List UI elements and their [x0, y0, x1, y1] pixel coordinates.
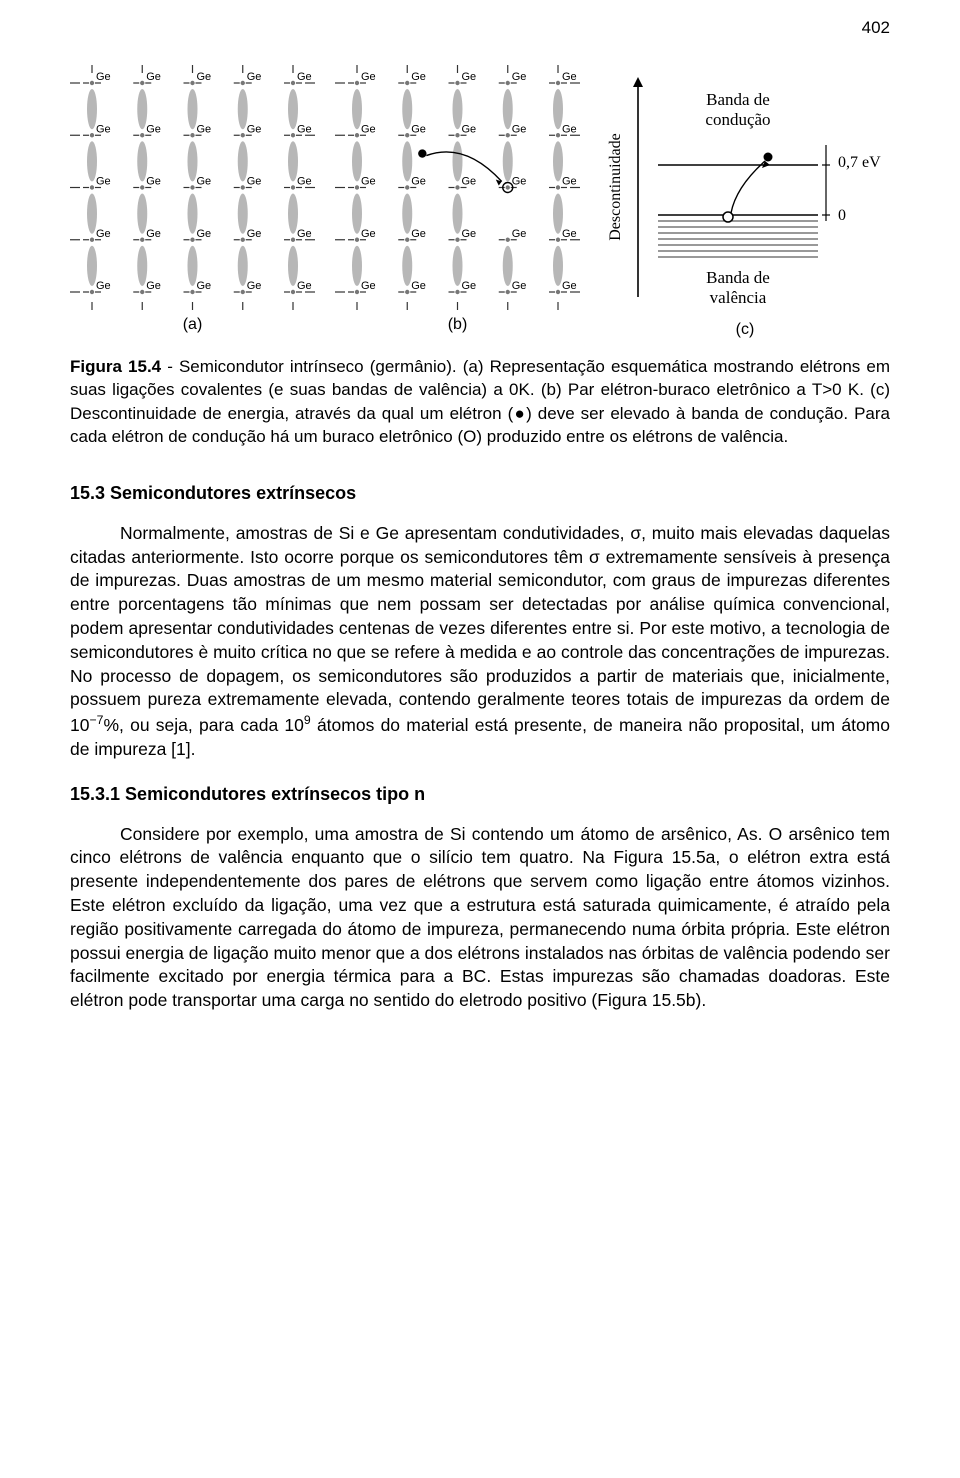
svg-text:Ge: Ge [411, 71, 426, 83]
panel-a-label: (a) [70, 316, 315, 334]
panel-c-label: (c) [600, 321, 890, 339]
svg-text:Ge: Ge [96, 280, 111, 292]
svg-text:Ge: Ge [462, 71, 477, 83]
svg-text:Ge: Ge [562, 228, 577, 240]
svg-text:Ge: Ge [96, 228, 111, 240]
svg-text:Ge: Ge [146, 123, 161, 135]
svg-text:0: 0 [838, 207, 846, 224]
svg-text:Banda de: Banda de [706, 90, 770, 109]
svg-text:Ge: Ge [247, 71, 262, 83]
svg-text:Ge: Ge [411, 228, 426, 240]
svg-text:0,7 eV: 0,7 eV [838, 154, 881, 171]
panel-b-label: (b) [335, 316, 580, 334]
svg-text:Ge: Ge [411, 176, 426, 188]
svg-text:Ge: Ge [146, 71, 161, 83]
svg-text:Ge: Ge [512, 176, 527, 188]
figure-panel-c: DescontinuidadeBanda deconduçãoBanda dev… [600, 65, 890, 339]
svg-text:Ge: Ge [462, 280, 477, 292]
svg-text:Ge: Ge [297, 228, 312, 240]
svg-text:Ge: Ge [411, 123, 426, 135]
svg-text:Banda de: Banda de [706, 268, 770, 287]
paragraph-1: Normalmente, amostras de Si e Ge apresen… [70, 522, 890, 762]
svg-text:Ge: Ge [96, 176, 111, 188]
svg-text:Ge: Ge [197, 176, 212, 188]
svg-text:Ge: Ge [462, 123, 477, 135]
svg-text:Ge: Ge [297, 176, 312, 188]
svg-text:Ge: Ge [361, 228, 376, 240]
lattice-b-svg: Ge Ge Ge Ge Ge Ge Ge Ge Ge Ge Ge Ge Ge Ge Ge Ge Ge Ge Ge Ge… [335, 65, 580, 310]
band-diagram-svg: DescontinuidadeBanda deconduçãoBanda dev… [600, 65, 890, 310]
svg-text:Ge: Ge [562, 176, 577, 188]
svg-text:Ge: Ge [462, 176, 477, 188]
caption-lead: Figura 15.4 [70, 357, 161, 376]
svg-text:Ge: Ge [96, 71, 111, 83]
svg-text:Ge: Ge [411, 280, 426, 292]
svg-text:Ge: Ge [96, 123, 111, 135]
svg-text:Ge: Ge [361, 280, 376, 292]
paragraph-2: Considere por exemplo, uma amostra de Si… [70, 823, 890, 1013]
page-number: 402 [862, 18, 890, 38]
section-heading-15-3: 15.3 Semicondutores extrínsecos [70, 483, 890, 504]
svg-text:Ge: Ge [146, 176, 161, 188]
svg-text:Ge: Ge [562, 71, 577, 83]
svg-text:Ge: Ge [146, 228, 161, 240]
svg-text:Ge: Ge [197, 71, 212, 83]
svg-text:Ge: Ge [512, 71, 527, 83]
svg-text:Ge: Ge [297, 280, 312, 292]
figure-panel-a: Ge Ge Ge Ge Ge Ge Ge Ge Ge Ge Ge Ge Ge Ge Ge Ge Ge Ge Ge Ge… [70, 65, 315, 334]
svg-text:Ge: Ge [247, 176, 262, 188]
svg-text:valência: valência [710, 288, 767, 307]
figure-panel-b: Ge Ge Ge Ge Ge Ge Ge Ge Ge Ge Ge Ge Ge Ge Ge Ge Ge Ge Ge Ge… [335, 65, 580, 334]
svg-text:Ge: Ge [247, 228, 262, 240]
svg-text:Ge: Ge [361, 176, 376, 188]
svg-text:Descontinuidade: Descontinuidade [607, 133, 624, 241]
svg-text:Ge: Ge [562, 123, 577, 135]
svg-text:condução: condução [705, 110, 770, 129]
svg-text:Ge: Ge [512, 228, 527, 240]
svg-text:Ge: Ge [512, 280, 527, 292]
svg-text:Ge: Ge [247, 280, 262, 292]
subsection-heading-15-3-1: 15.3.1 Semicondutores extrínsecos tipo n [70, 784, 890, 805]
svg-text:Ge: Ge [197, 123, 212, 135]
svg-text:Ge: Ge [197, 228, 212, 240]
figure-15-4: Ge Ge Ge Ge Ge Ge Ge Ge Ge Ge Ge Ge Ge Ge Ge Ge Ge Ge Ge Ge… [70, 65, 890, 339]
svg-text:Ge: Ge [297, 71, 312, 83]
svg-text:Ge: Ge [197, 280, 212, 292]
svg-text:Ge: Ge [361, 71, 376, 83]
svg-text:Ge: Ge [462, 228, 477, 240]
svg-text:Ge: Ge [512, 123, 527, 135]
svg-text:Ge: Ge [146, 280, 161, 292]
figure-caption: Figura 15.4 - Semicondutor intrínseco (g… [70, 355, 890, 449]
svg-text:Ge: Ge [297, 123, 312, 135]
lattice-a-svg: Ge Ge Ge Ge Ge Ge Ge Ge Ge Ge Ge Ge Ge Ge Ge Ge Ge Ge Ge Ge… [70, 65, 315, 310]
svg-text:Ge: Ge [361, 123, 376, 135]
svg-text:Ge: Ge [247, 123, 262, 135]
svg-text:Ge: Ge [562, 280, 577, 292]
